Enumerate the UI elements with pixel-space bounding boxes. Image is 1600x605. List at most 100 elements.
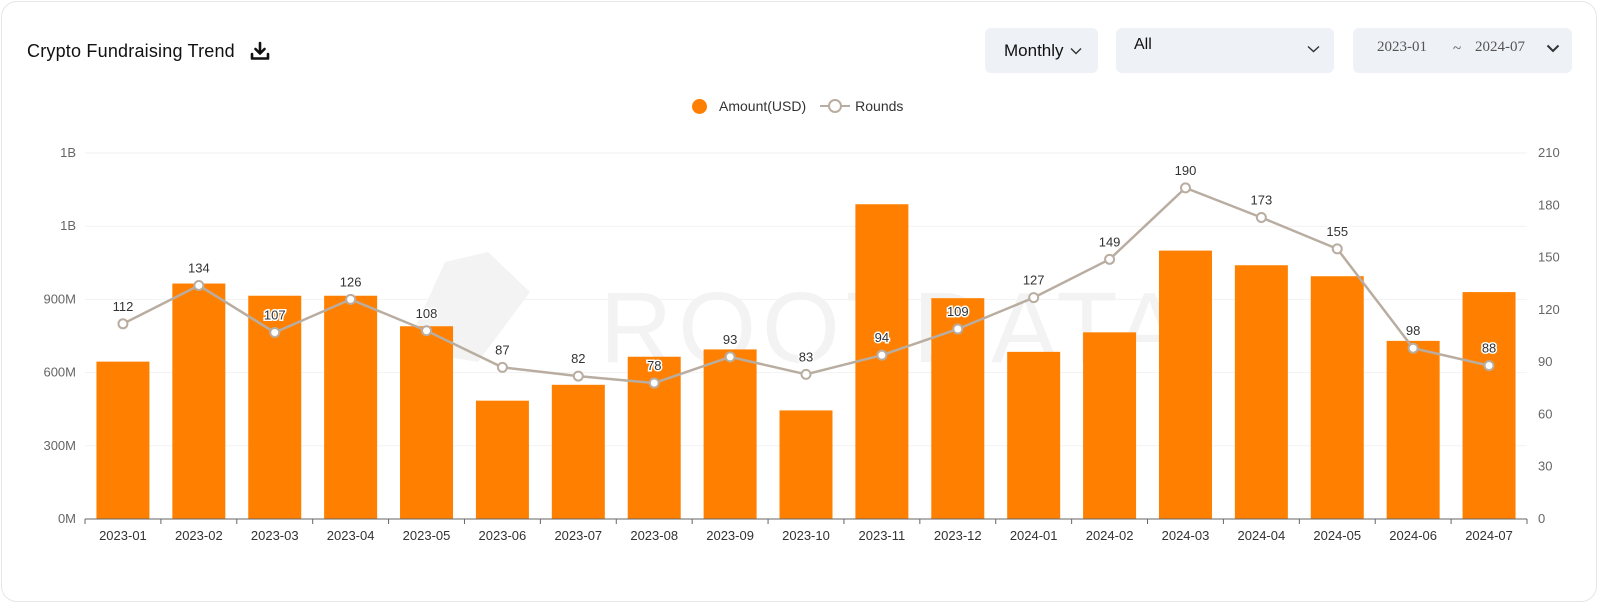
y-left-tick-label: 1B [60,145,76,160]
x-tick-label: 2023-10 [782,528,830,543]
chevron-down-icon [1546,44,1560,53]
rounds-data-label: 88 [1482,341,1496,356]
category-select-value: All [1134,36,1152,53]
rounds-point[interactable] [1331,243,1343,255]
date-to[interactable]: 2024-07 [1475,39,1525,55]
bar[interactable] [1007,351,1061,519]
y-right-tick-label: 90 [1538,354,1552,369]
chart-legend: Amount(USD) Rounds [692,98,903,114]
rounds-data-label: 155 [1326,224,1348,239]
y-right-tick-label: 0 [1538,511,1545,526]
x-tick-label: 2023-12 [934,528,982,543]
x-tick-label: 2023-01 [99,528,147,543]
rounds-point[interactable] [648,377,660,389]
rounds-point[interactable] [421,325,433,337]
x-tick-label: 2024-03 [1162,528,1210,543]
bar[interactable] [324,295,378,519]
rounds-point[interactable] [1407,342,1419,354]
bar[interactable] [855,204,909,520]
x-tick-label: 2023-04 [327,528,375,543]
y-right-tick-label: 30 [1538,459,1552,474]
bar[interactable] [1158,250,1212,519]
bar[interactable] [1462,292,1516,519]
bar[interactable] [1234,265,1288,519]
y-left-tick-label: 300M [43,438,76,453]
legend-label: Amount(USD) [719,98,807,114]
x-tick-label: 2023-02 [175,528,223,543]
rounds-point[interactable] [1104,253,1116,265]
rounds-point[interactable] [572,370,584,382]
rounds-point[interactable] [1028,292,1040,304]
y-left-tick-label: 600M [43,365,76,380]
rounds-point[interactable] [1255,211,1267,223]
rounds-data-label: 78 [647,358,661,373]
rounds-data-label: 108 [416,306,438,321]
period-select[interactable]: Monthly [985,28,1098,73]
rounds-data-label: 107 [264,308,286,323]
rounds-point[interactable] [269,327,281,339]
rounds-point[interactable] [1483,360,1495,372]
x-tick-label: 2023-11 [859,528,906,543]
bar[interactable] [1083,332,1137,519]
rounds-point[interactable] [952,323,964,335]
y-right-tick-label: 60 [1538,406,1552,421]
rounds-data-label: 93 [723,332,737,347]
rounds-point[interactable] [876,349,888,361]
rounds-data-label: 134 [188,260,210,275]
rounds-data-label: 190 [1175,163,1197,178]
x-tick-label: 2023-09 [706,528,754,543]
rounds-data-label: 87 [495,342,509,357]
rounds-point[interactable] [800,368,812,380]
x-tick-label: 2023-06 [479,528,527,543]
chevron-down-icon [1070,47,1082,55]
bar[interactable] [551,384,605,519]
category-select[interactable]: All [1116,28,1334,73]
x-tick-label: 2024-06 [1389,528,1437,543]
rounds-point[interactable] [496,361,508,373]
legend-label: Rounds [855,98,904,114]
rounds-data-label: 82 [571,351,585,366]
x-tick-label: 2024-05 [1313,528,1361,543]
bar[interactable] [172,283,226,519]
y-right-tick-label: 210 [1538,145,1560,160]
bar[interactable] [703,349,757,519]
bar[interactable] [1310,276,1364,519]
chart-title: Crypto Fundraising Trend [27,40,235,61]
bar[interactable] [96,361,150,519]
period-select-value: Monthly [1004,40,1064,60]
x-tick-label: 2024-07 [1465,528,1513,543]
bar[interactable] [400,326,454,519]
y-left-tick-label: 1B [60,218,76,233]
rounds-point[interactable] [1179,182,1191,194]
bar[interactable] [475,400,529,519]
legend-item-amount[interactable]: Amount(USD) [692,98,806,114]
x-tick-label: 2023-03 [251,528,299,543]
rounds-data-label: 94 [875,330,889,345]
rounds-data-label: 149 [1099,234,1121,249]
date-range-picker[interactable]: 2023-01 ~ 2024-07 [1353,28,1572,73]
rounds-point[interactable] [117,318,129,330]
y-left-tick-label: 900M [43,291,76,306]
rounds-point[interactable] [345,293,357,305]
chart-header: Crypto Fundraising Trend [27,40,271,62]
bar[interactable] [779,410,833,519]
date-separator: ~ [1453,41,1462,57]
y-right-tick-label: 120 [1538,302,1560,317]
x-tick-label: 2023-08 [630,528,678,543]
rounds-data-label: 126 [340,274,362,289]
rounds-data-label: 127 [1023,273,1045,288]
rounds-point[interactable] [724,351,736,363]
x-tick-label: 2024-04 [1238,528,1286,543]
date-from[interactable]: 2023-01 [1377,39,1427,55]
rounds-point[interactable] [193,279,205,291]
bar[interactable] [1386,340,1440,519]
legend-marker [820,99,851,113]
rounds-data-label: 83 [799,349,813,364]
legend-item-rounds[interactable]: Rounds [806,98,903,114]
x-tick-label: 2024-01 [1010,528,1058,543]
y-left-tick-label: 0M [58,511,76,526]
chevron-down-icon [1307,45,1320,53]
download-icon[interactable] [249,40,271,62]
y-right-tick-label: 150 [1538,250,1560,265]
